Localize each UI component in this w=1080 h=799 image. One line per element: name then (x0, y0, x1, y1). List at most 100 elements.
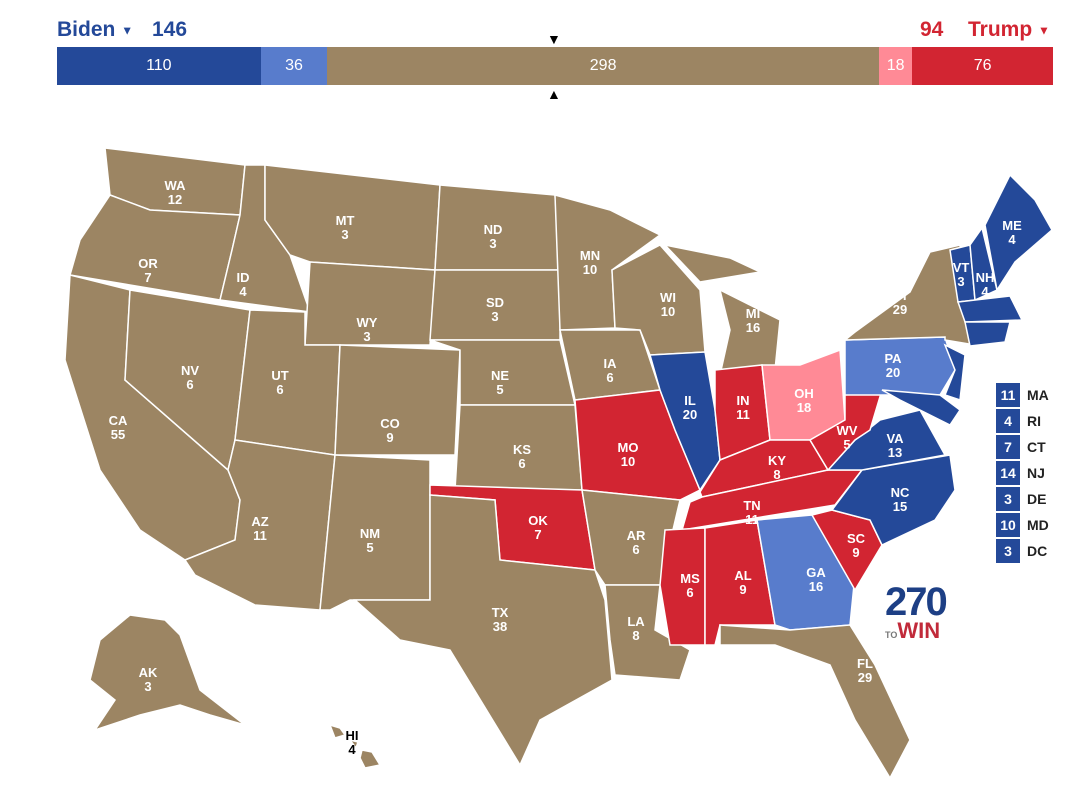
state-label-co: CO 9 (380, 416, 400, 445)
state-abbr: MD (1027, 516, 1049, 533)
bar-segment-tossup: 298 (327, 47, 879, 85)
ev-box[interactable]: 14 (996, 460, 1020, 485)
state-miu[interactable] (662, 243, 763, 283)
ev-box[interactable]: 10 (996, 512, 1020, 537)
state-label-va: VA 13 (886, 431, 904, 460)
state-label-mo: MO 10 (618, 440, 639, 469)
bar-segment-safe_d: 110 (57, 47, 261, 85)
state-label-vt: VT 3 (953, 260, 970, 289)
state-label-ok: OK 7 (528, 513, 548, 542)
state-label-ca: CA 55 (109, 413, 128, 442)
state-fl[interactable] (719, 624, 911, 780)
state-abbr: RI (1027, 412, 1041, 429)
state-label-mt: MT 3 (336, 213, 355, 242)
state-abbr: MA (1027, 386, 1049, 403)
state-label-ny: NY 29 (891, 288, 909, 317)
legend-item-nj[interactable]: 14 NJ (996, 460, 1049, 485)
state-hi[interactable] (348, 738, 359, 750)
caret-down-icon[interactable]: ▼ (121, 23, 134, 38)
state-co[interactable] (334, 344, 461, 456)
state-label-mi: MI 16 (746, 306, 760, 335)
state-label-hi: HI 4 (346, 728, 359, 757)
state-tx[interactable] (353, 494, 613, 767)
ev-box[interactable]: 11 (996, 382, 1020, 407)
270-marker-up-icon: ▲ (547, 86, 561, 102)
state-label-ne: NE 5 (491, 368, 509, 397)
state-label-tn: TN 11 (743, 498, 760, 527)
state-abbr: NJ (1027, 464, 1045, 481)
state-label-ks: KS 6 (513, 442, 531, 471)
state-label-az: AZ 11 (251, 514, 268, 543)
small-states-legend: 11 MA 4 RI 7 CT 14 NJ 3 DE 10 MD 3 DC (996, 382, 1049, 564)
state-ma[interactable] (956, 295, 1024, 323)
legend-item-md[interactable]: 10 MD (996, 512, 1049, 537)
state-me[interactable] (984, 173, 1053, 292)
legend-item-de[interactable]: 3 DE (996, 486, 1049, 511)
state-label-ga: GA 16 (806, 565, 826, 594)
state-hi[interactable] (359, 749, 382, 769)
state-label-nc: NC 15 (891, 485, 910, 514)
state-label-ut: UT 6 (271, 368, 288, 397)
state-label-nh: NH 4 (976, 270, 995, 299)
state-label-ar: AR 6 (627, 528, 646, 557)
state-wy[interactable] (304, 261, 436, 346)
state-wv[interactable] (808, 389, 884, 472)
state-label-il: IL 20 (683, 393, 697, 422)
ev-box[interactable]: 7 (996, 434, 1020, 459)
dem-total: 146 (152, 18, 188, 41)
state-label-in: IN 11 (736, 393, 750, 422)
ev-box[interactable]: 3 (996, 538, 1020, 563)
state-la[interactable] (604, 584, 691, 681)
state-label-nd: ND 3 (484, 222, 503, 251)
state-label-ak: AK 3 (139, 665, 158, 694)
state-label-ia: IA 6 (604, 356, 618, 385)
state-label-sd: SD 3 (486, 295, 504, 324)
state-nm[interactable] (319, 454, 431, 611)
state-abbr: CT (1027, 438, 1046, 455)
state-label-mn: MN 10 (580, 248, 600, 277)
270towin-logo: 270 TOWIN (885, 580, 948, 643)
state-label-nm: NM 5 (360, 526, 380, 555)
rep-total: 94 (920, 18, 944, 41)
state-label-fl: FL 29 (857, 656, 873, 685)
rep-candidate[interactable]: Trump ▼ (968, 18, 1050, 41)
state-ak[interactable] (89, 614, 246, 732)
state-label-wy: WY 3 (357, 315, 378, 344)
state-label-ms: MS 6 (680, 571, 700, 600)
state-label-wa: WA 12 (165, 178, 187, 207)
state-md[interactable] (881, 389, 962, 426)
state-nj[interactable] (943, 343, 966, 402)
270-marker-down-icon: ▼ (547, 31, 561, 47)
state-label-pa: PA 20 (884, 351, 902, 380)
state-label-al: AL 9 (734, 568, 751, 597)
state-label-ky: KY 8 (768, 453, 786, 482)
state-label-id: ID 4 (237, 270, 250, 299)
caret-down-icon[interactable]: ▼ (1038, 23, 1050, 38)
bar-segment-safe_r: 76 (912, 47, 1053, 85)
state-label-me: ME 4 (1002, 218, 1022, 247)
legend-item-ri[interactable]: 4 RI (996, 408, 1049, 433)
ev-box[interactable]: 3 (996, 486, 1020, 511)
ev-box[interactable]: 4 (996, 408, 1020, 433)
state-label-la: LA 8 (627, 614, 645, 643)
state-label-tx: TX 38 (492, 605, 509, 634)
bar-segment-lean_r: 18 (878, 47, 913, 85)
state-label-nv: NV 6 (181, 363, 199, 392)
state-label-wv: WV 5 (837, 423, 858, 452)
legend-item-ct[interactable]: 7 CT (996, 434, 1049, 459)
state-ms[interactable] (659, 527, 706, 646)
state-label-sc: SC 9 (847, 531, 866, 560)
state-label-wi: WI 10 (660, 290, 676, 319)
state-ct[interactable] (964, 321, 1011, 347)
state-label-oh: OH 18 (794, 386, 814, 415)
state-hi[interactable] (328, 723, 347, 739)
state-label-or: OR 7 (138, 256, 158, 285)
state-abbr: DC (1027, 542, 1048, 559)
legend-item-ma[interactable]: 11 MA (996, 382, 1049, 407)
legend-item-dc[interactable]: 3 DC (996, 538, 1049, 563)
dem-candidate[interactable]: Biden ▼ (57, 18, 134, 41)
bar-segment-lean_d: 36 (260, 47, 328, 85)
state-abbr: DE (1027, 490, 1047, 507)
electoral-vote-bar: 110 36 298 18 76 (57, 47, 1053, 85)
